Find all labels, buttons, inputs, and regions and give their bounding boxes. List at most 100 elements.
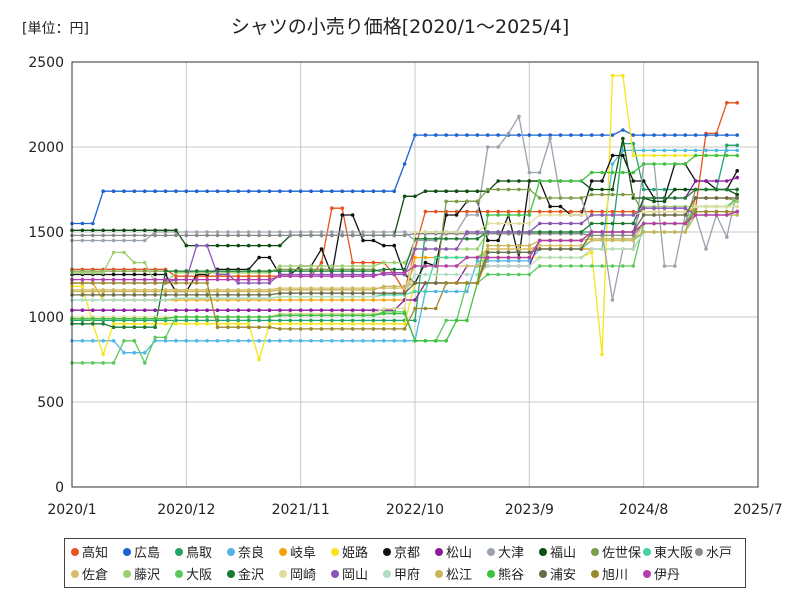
data-point <box>652 221 656 226</box>
data-point <box>246 339 251 343</box>
legend-label: 佐倉 <box>82 568 109 583</box>
data-point <box>246 269 251 273</box>
data-point <box>330 274 334 279</box>
data-point <box>298 294 303 299</box>
data-point <box>735 196 740 200</box>
data-point <box>278 291 282 296</box>
data-point <box>621 221 625 226</box>
data-point <box>298 313 303 318</box>
data-point <box>693 153 698 158</box>
data-point <box>101 277 105 282</box>
data-point <box>184 296 189 301</box>
data-point <box>725 133 729 137</box>
data-point <box>704 213 708 217</box>
data-point <box>402 306 407 311</box>
data-point <box>454 189 459 193</box>
data-point <box>80 284 85 289</box>
data-point <box>454 255 459 260</box>
data-point <box>444 247 448 251</box>
data-point <box>267 315 272 319</box>
data-point <box>537 179 542 183</box>
data-point <box>205 318 209 323</box>
data-point <box>641 133 646 137</box>
data-point <box>631 237 636 241</box>
data-point <box>194 189 199 193</box>
data-point <box>142 298 147 302</box>
data-point <box>350 308 355 313</box>
legend-item: 水戸 <box>695 542 732 561</box>
data-point <box>257 230 261 234</box>
legend-item: 高知 <box>71 542 108 561</box>
data-point <box>652 199 656 204</box>
data-point <box>652 196 656 200</box>
data-point <box>205 277 209 282</box>
data-point <box>641 148 646 153</box>
data-point <box>475 199 480 204</box>
data-point <box>246 315 251 319</box>
data-point <box>683 162 688 166</box>
data-point <box>319 189 324 193</box>
legend-marker-icon <box>539 547 547 556</box>
data-point <box>485 230 490 234</box>
data-point <box>288 291 293 296</box>
data-point <box>558 213 563 217</box>
data-point <box>444 318 448 323</box>
data-point <box>631 170 636 175</box>
data-point <box>517 255 521 260</box>
data-point <box>506 243 511 248</box>
data-point <box>506 259 511 263</box>
data-point <box>132 316 137 321</box>
data-point <box>194 289 199 294</box>
data-point <box>402 327 407 331</box>
data-point <box>257 277 261 282</box>
data-point <box>350 322 355 326</box>
data-point <box>278 298 282 302</box>
legend-item: 金沢 <box>227 564 264 583</box>
data-point <box>122 289 126 294</box>
data-point <box>735 153 740 158</box>
data-point <box>465 230 469 234</box>
plot-frame <box>71 61 759 488</box>
data-point <box>267 318 272 323</box>
data-point <box>579 179 584 183</box>
data-point <box>371 189 376 193</box>
legend-marker-icon <box>331 569 339 578</box>
data-point <box>267 269 272 273</box>
data-point <box>527 230 532 234</box>
data-point <box>319 308 324 313</box>
data-point <box>392 284 397 289</box>
data-point <box>90 271 95 275</box>
data-point <box>652 153 656 158</box>
legend-marker-icon <box>591 569 599 578</box>
data-point <box>444 237 448 241</box>
data-point <box>392 271 397 275</box>
data-point <box>725 213 729 217</box>
data-point <box>163 335 168 340</box>
data-point <box>111 361 116 365</box>
data-point <box>517 243 521 248</box>
data-point <box>496 213 500 217</box>
data-point <box>226 272 230 277</box>
data-point <box>132 350 137 355</box>
data-point <box>548 179 552 183</box>
data-point <box>652 148 656 153</box>
data-point <box>433 272 438 277</box>
data-point <box>122 277 126 282</box>
data-point <box>319 269 324 273</box>
data-point <box>330 233 334 238</box>
data-point <box>641 230 646 234</box>
data-point <box>506 179 511 183</box>
data-point <box>382 322 386 326</box>
data-point <box>278 230 282 234</box>
data-point <box>558 230 563 234</box>
data-point <box>163 322 168 326</box>
data-point <box>537 255 542 260</box>
data-point <box>589 187 594 192</box>
data-point <box>496 209 500 214</box>
data-point <box>163 308 168 313</box>
data-point <box>153 335 157 340</box>
data-point <box>537 247 542 251</box>
data-point <box>714 179 719 183</box>
data-point <box>496 247 500 251</box>
data-point <box>579 213 584 217</box>
